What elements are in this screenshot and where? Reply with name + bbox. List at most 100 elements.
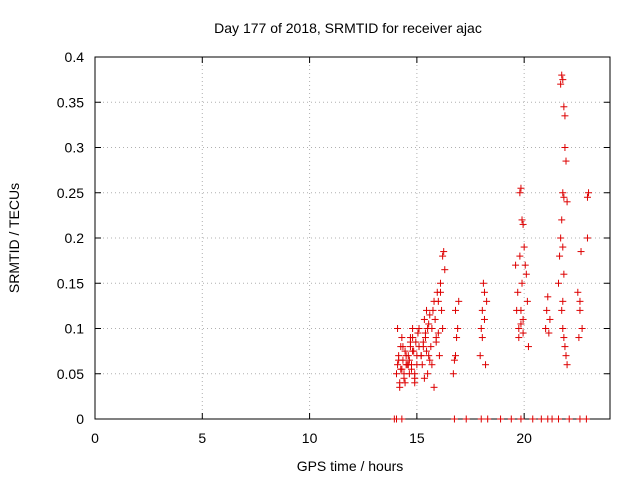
data-point — [478, 334, 486, 342]
data-point — [453, 334, 461, 342]
data-point — [420, 374, 428, 382]
data-point — [523, 297, 531, 305]
data-point — [544, 293, 552, 301]
data-point — [438, 306, 446, 314]
data-point — [517, 306, 525, 314]
data-point — [396, 383, 404, 391]
data-point — [543, 306, 551, 314]
x-tick-label: 0 — [91, 430, 99, 446]
data-point — [476, 352, 484, 360]
data-point — [479, 279, 487, 287]
data-point — [512, 261, 520, 269]
data-point — [519, 220, 527, 228]
data-point — [561, 343, 569, 351]
data-point — [415, 325, 423, 332]
data-point — [439, 252, 447, 260]
data-point — [424, 370, 432, 378]
axis-ticks: 0 5 10 15 20 0 0.05 0.1 0.15 0.2 0.25 0.3 0.35 0.4 — [57, 49, 610, 446]
data-point — [409, 325, 417, 332]
data-point — [574, 288, 582, 296]
data-point — [483, 297, 491, 305]
y-tick-label: 0.35 — [57, 94, 84, 110]
data-point — [450, 415, 458, 423]
data-point — [559, 243, 567, 251]
data-point — [397, 365, 405, 373]
data-point — [414, 329, 422, 337]
data-point — [412, 338, 420, 346]
data-point — [577, 248, 585, 256]
data-point — [477, 415, 485, 423]
data-point — [565, 415, 573, 423]
data-point — [555, 279, 562, 287]
data-point — [576, 297, 584, 305]
data-point — [484, 415, 492, 423]
y-tick-label: 0.2 — [65, 230, 85, 246]
data-point — [558, 71, 566, 79]
data-point — [406, 334, 414, 342]
data-point — [521, 261, 529, 269]
data-point — [562, 352, 570, 360]
data-point — [398, 415, 406, 423]
data-point — [410, 347, 418, 355]
data-point — [585, 189, 593, 197]
x-tick-label: 10 — [302, 430, 318, 446]
data-point — [561, 112, 569, 120]
data-point — [563, 361, 571, 369]
x-tick-label: 20 — [516, 430, 532, 446]
chart-title: Day 177 of 2018, SRMTID for receiver aja… — [214, 20, 482, 36]
data-point — [431, 315, 439, 323]
data-point — [411, 379, 419, 387]
data-point — [557, 80, 565, 88]
data-point — [583, 193, 591, 201]
data-point — [555, 415, 562, 423]
data-point — [417, 352, 425, 360]
grid-lines — [95, 57, 610, 419]
data-point — [482, 361, 490, 369]
y-tick-label: 0.1 — [65, 321, 85, 337]
data-point — [576, 306, 584, 314]
x-tick-label: 5 — [198, 430, 206, 446]
data-point — [517, 415, 525, 423]
data-point — [559, 297, 567, 305]
data-point — [435, 352, 443, 360]
data-point — [406, 343, 414, 351]
data-point — [545, 329, 553, 337]
data-point — [450, 356, 458, 364]
data-point — [560, 334, 568, 342]
data-point — [454, 325, 462, 332]
y-axis-label: SRMTID / TECUs — [6, 183, 22, 293]
data-point — [401, 379, 409, 387]
data-point — [516, 252, 524, 260]
y-tick-label: 0.15 — [57, 275, 84, 291]
data-point — [423, 347, 431, 355]
data-point — [434, 297, 442, 305]
data-point — [548, 415, 556, 423]
data-point — [395, 356, 403, 364]
data-point — [560, 270, 568, 278]
data-point — [394, 325, 402, 332]
data-point — [542, 325, 550, 332]
data-point — [478, 306, 486, 314]
data-point — [477, 325, 485, 332]
data-point — [420, 315, 428, 323]
data-point — [399, 343, 407, 351]
data-point — [452, 306, 459, 314]
data-point — [558, 216, 566, 224]
data-point — [432, 338, 440, 346]
data-point — [392, 370, 400, 378]
data-point — [434, 329, 442, 337]
data-point — [425, 320, 433, 328]
data-point — [430, 383, 438, 391]
data-point — [522, 270, 530, 278]
y-tick-label: 0 — [76, 411, 84, 427]
data-point — [578, 325, 586, 332]
data-point — [537, 415, 545, 423]
data-point — [582, 415, 590, 423]
data-point — [404, 352, 412, 360]
data-point — [436, 279, 444, 287]
data-point — [423, 306, 431, 314]
data-point — [401, 347, 409, 355]
data-point — [529, 415, 537, 423]
x-axis-label: GPS time / hours — [297, 458, 404, 474]
